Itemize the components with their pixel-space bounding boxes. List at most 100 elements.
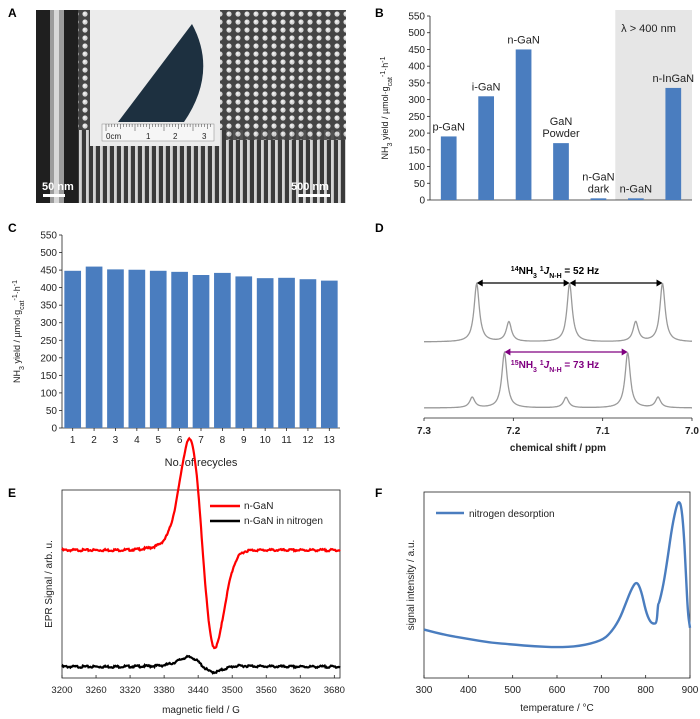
c-xtick-6: 6 xyxy=(177,435,183,446)
c-ytick-350: 350 xyxy=(40,301,57,312)
panel-label-b: B xyxy=(375,6,384,20)
wavelength-annotation: λ > 400 nm xyxy=(621,23,676,35)
b-bar-1 xyxy=(478,96,495,200)
c-bar-1 xyxy=(85,266,103,428)
y-axis-label-c: NH3 yield / µmol·gcat-1·h-1 xyxy=(12,280,26,383)
c-xtick-4: 4 xyxy=(134,435,140,446)
e-legend-label-0: n-GaN xyxy=(244,501,273,512)
c-bar-5 xyxy=(171,271,188,428)
c-ytick-100: 100 xyxy=(40,388,57,399)
c-xtick-2: 2 xyxy=(91,435,97,446)
y-axis-label-e: EPR Signal / arb. u. xyxy=(44,540,55,628)
b-bar-0 xyxy=(440,136,457,200)
f-xtick-300: 300 xyxy=(416,685,433,696)
panel-label-e: E xyxy=(8,486,17,500)
c-bar-12 xyxy=(320,280,338,428)
c-bar-9 xyxy=(256,278,274,428)
ruler-label-0: 0cm xyxy=(106,132,121,141)
c-ytick-450: 450 xyxy=(40,266,57,277)
c-ytick-0: 0 xyxy=(51,424,57,435)
c-bar-3 xyxy=(128,269,146,428)
epr-line-0 xyxy=(61,436,341,650)
scale-bar-500nm xyxy=(298,194,330,197)
e-xtick-3620: 3620 xyxy=(290,685,311,696)
b-bar-2 xyxy=(515,49,532,200)
c-ytick-150: 150 xyxy=(40,371,57,382)
scale-label-500nm: 500 nm xyxy=(291,181,329,193)
c-ytick-400: 400 xyxy=(40,283,57,294)
f-xtick-500: 500 xyxy=(504,685,521,696)
e-legend-label-1: n-GaN in nitrogen xyxy=(244,516,323,527)
c-xtick-7: 7 xyxy=(198,435,204,446)
nmr-spectrum-15n xyxy=(424,350,692,409)
d-xtick-7.3: 7.3 xyxy=(417,426,431,437)
scale-bar-50nm xyxy=(43,194,65,197)
b-ytick-550: 550 xyxy=(408,12,425,23)
d-xtick-7.2: 7.2 xyxy=(506,426,520,437)
b-category-label-6: n-InGaN xyxy=(652,73,694,85)
b-category-label-3: GaN xyxy=(550,116,573,128)
b-ytick-150: 150 xyxy=(408,145,425,156)
d-xtick-7.1: 7.1 xyxy=(596,426,610,437)
ruler-label-1: 1 xyxy=(146,132,151,141)
x-axis-label-c: No. of recycles xyxy=(165,457,238,469)
f-xtick-900: 900 xyxy=(682,685,699,696)
f-legend-label: nitrogen desorption xyxy=(469,509,555,520)
b-category-label-0: p-GaN xyxy=(433,121,465,133)
coupling-label-15n: 15NH3 1JN-H = 73 Hz xyxy=(511,360,599,374)
d-xtick-7: 7.0 xyxy=(685,426,699,437)
x-axis-label-d: chemical shift / ppm xyxy=(510,443,606,454)
b-ytick-100: 100 xyxy=(408,162,425,173)
f-xtick-800: 800 xyxy=(637,685,654,696)
c-xtick-10: 10 xyxy=(260,435,272,446)
b-ytick-250: 250 xyxy=(408,112,425,123)
c-xtick-8: 8 xyxy=(220,435,226,446)
e-xtick-3380: 3380 xyxy=(154,685,175,696)
f-xtick-700: 700 xyxy=(593,685,610,696)
c-bar-7 xyxy=(214,272,231,428)
b-ytick-500: 500 xyxy=(408,28,425,39)
c-bar-10 xyxy=(278,277,295,428)
c-bar-6 xyxy=(192,275,210,428)
ruler-label-3: 3 xyxy=(202,132,207,141)
panel-label-a: A xyxy=(8,6,17,20)
c-bar-4 xyxy=(149,270,167,428)
b-ytick-0: 0 xyxy=(419,196,425,207)
b-ytick-300: 300 xyxy=(408,95,425,106)
c-xtick-11: 11 xyxy=(281,435,292,446)
coupling-label-14n: 14NH3 1JN-H = 52 Hz xyxy=(511,266,599,280)
y-axis-label-f: signal intensity / a.u. xyxy=(406,540,417,631)
b-category-label-5: n-GaN xyxy=(620,183,652,195)
b-category-label-4: n-GaN xyxy=(582,171,614,183)
y-axis-label-b: NH3 yield / µmol·gcat-1·h-1 xyxy=(380,56,394,159)
b-category-label-3: Powder xyxy=(542,128,580,140)
panel-label-f: F xyxy=(375,486,383,500)
b-category-label-2: n-GaN xyxy=(507,34,539,46)
f-xtick-600: 600 xyxy=(549,685,566,696)
c-xtick-13: 13 xyxy=(324,435,336,446)
scale-label-50nm: 50 nm xyxy=(42,181,74,193)
b-ytick-200: 200 xyxy=(408,129,425,140)
svg-text:NH3 yield / µmol·gcat-1·h-1: NH3 yield / µmol·gcat-1·h-1 xyxy=(380,56,394,159)
wafer-piece xyxy=(118,24,204,122)
c-bar-2 xyxy=(107,269,124,428)
c-ytick-50: 50 xyxy=(46,406,58,417)
sem-image: 0cm 1 2 3 50 nm 500 nm xyxy=(36,10,346,203)
visible-light-shade xyxy=(615,10,692,200)
b-bar-6 xyxy=(665,87,682,200)
c-xtick-5: 5 xyxy=(155,435,161,446)
c-ytick-200: 200 xyxy=(40,353,57,364)
panel-label-d: D xyxy=(375,221,384,235)
c-ytick-300: 300 xyxy=(40,318,57,329)
b-ytick-450: 450 xyxy=(408,45,425,56)
ruler-label-2: 2 xyxy=(173,132,178,141)
c-ytick-550: 550 xyxy=(40,231,57,242)
x-axis-label-e: magnetic field / G xyxy=(162,705,240,716)
sem-image-panel: 0cm 1 2 3 50 nm 500 nm xyxy=(36,10,346,203)
e-xtick-3320: 3320 xyxy=(120,685,141,696)
e-xtick-3500: 3500 xyxy=(222,685,243,696)
c-xtick-12: 12 xyxy=(302,435,314,446)
c-bar-8 xyxy=(235,276,253,428)
c-ytick-250: 250 xyxy=(40,336,57,347)
c-bar-11 xyxy=(299,279,317,428)
